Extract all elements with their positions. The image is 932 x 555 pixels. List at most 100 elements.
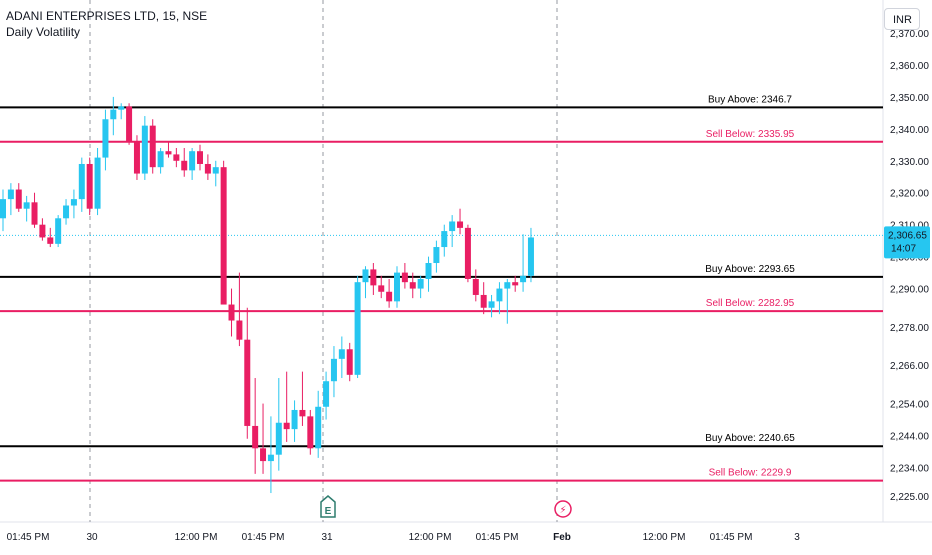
candle[interactable] — [173, 148, 180, 168]
earnings-marker-label: E — [325, 506, 332, 517]
candle[interactable] — [527, 227, 534, 283]
candle[interactable] — [433, 240, 440, 273]
symbol-title[interactable]: ADANI ENTERPRISES LTD, 15, NSE — [6, 9, 208, 23]
candle[interactable] — [110, 96, 117, 136]
candle-body — [386, 291, 393, 302]
candle[interactable] — [275, 378, 282, 471]
candle[interactable] — [47, 227, 54, 248]
candle[interactable] — [283, 371, 290, 442]
candle[interactable] — [496, 282, 503, 315]
candle[interactable] — [149, 119, 156, 174]
candle[interactable] — [197, 144, 203, 171]
candle[interactable] — [488, 294, 495, 318]
candle-body — [55, 218, 62, 244]
candle[interactable] — [378, 275, 385, 299]
candle[interactable] — [362, 266, 369, 299]
candle-body — [512, 282, 519, 286]
candle[interactable] — [118, 103, 125, 120]
candle[interactable] — [441, 224, 448, 257]
candle-body — [346, 349, 353, 375]
candle[interactable] — [31, 192, 38, 228]
candle[interactable] — [512, 275, 519, 292]
candle[interactable] — [299, 371, 306, 426]
earnings-marker-icon[interactable]: E — [320, 495, 336, 518]
price-axis-label: 2,244.00 — [890, 432, 929, 443]
candle[interactable] — [386, 278, 393, 308]
candle-body — [409, 282, 416, 289]
currency-button[interactable]: INR — [884, 8, 920, 30]
candle-body — [433, 247, 440, 264]
candle[interactable] — [267, 416, 274, 494]
candle[interactable] — [370, 263, 377, 295]
candle[interactable] — [0, 189, 6, 232]
candle[interactable] — [417, 275, 424, 299]
price-axis-label: 2,370.00 — [890, 29, 929, 40]
candle[interactable] — [401, 263, 408, 289]
candle[interactable] — [141, 116, 148, 180]
candle[interactable] — [244, 307, 251, 439]
candle[interactable] — [63, 199, 70, 225]
candle[interactable] — [189, 148, 196, 180]
time-axis-label: 01:45 PM — [710, 532, 753, 543]
candle[interactable] — [126, 103, 133, 145]
candle[interactable] — [425, 256, 432, 292]
candle[interactable] — [236, 272, 243, 347]
candle[interactable] — [228, 288, 235, 337]
candle[interactable] — [346, 342, 353, 382]
candle[interactable] — [165, 141, 172, 158]
candle-body — [86, 163, 93, 209]
candle[interactable] — [449, 215, 456, 248]
candle-body — [39, 224, 46, 238]
candle[interactable] — [480, 282, 487, 315]
candle[interactable] — [23, 195, 30, 222]
candle[interactable] — [354, 275, 361, 379]
candle-body — [291, 409, 298, 430]
candle[interactable] — [15, 183, 22, 212]
candle-body — [220, 167, 227, 305]
candle[interactable] — [55, 215, 62, 248]
candle-body — [94, 157, 101, 209]
candle[interactable] — [260, 403, 267, 474]
candle[interactable] — [39, 218, 46, 241]
candle[interactable] — [220, 160, 227, 305]
candle-body — [47, 237, 54, 244]
buy-level-label: Buy Above: 2293.65 — [705, 264, 795, 275]
dividend-marker-icon[interactable]: ⚡ — [554, 500, 572, 518]
candle[interactable] — [307, 409, 314, 455]
candle-body — [417, 278, 424, 289]
candle-body — [449, 221, 456, 232]
candle[interactable] — [394, 266, 400, 308]
candle[interactable] — [7, 183, 14, 216]
candle[interactable] — [94, 148, 101, 216]
candle-body — [394, 272, 400, 302]
candle[interactable] — [212, 160, 219, 187]
candle[interactable] — [102, 109, 109, 171]
candle-body — [472, 278, 479, 295]
candle[interactable] — [291, 400, 298, 442]
candle[interactable] — [520, 234, 527, 292]
candle[interactable] — [204, 154, 211, 180]
candle[interactable] — [133, 135, 140, 180]
sell-level-label: Sell Below: 2229.9 — [709, 468, 792, 479]
candle[interactable] — [157, 148, 164, 174]
candle[interactable] — [252, 378, 259, 474]
candle[interactable] — [330, 346, 337, 398]
candle[interactable] — [78, 157, 85, 212]
candle-body — [488, 301, 495, 308]
candle[interactable] — [338, 336, 345, 379]
candle[interactable] — [409, 272, 416, 299]
candle[interactable] — [464, 224, 471, 283]
candle[interactable] — [472, 269, 479, 302]
candle[interactable] — [323, 371, 330, 420]
price-axis-label: 2,266.00 — [890, 361, 929, 372]
candle[interactable] — [181, 148, 188, 177]
earnings-marker-shape — [320, 495, 336, 518]
indicator-name[interactable]: Daily Volatility — [6, 25, 81, 39]
candle[interactable] — [86, 157, 93, 216]
candle[interactable] — [457, 208, 464, 235]
candle[interactable] — [315, 390, 322, 458]
candle[interactable] — [70, 189, 77, 219]
candle[interactable] — [504, 278, 511, 324]
